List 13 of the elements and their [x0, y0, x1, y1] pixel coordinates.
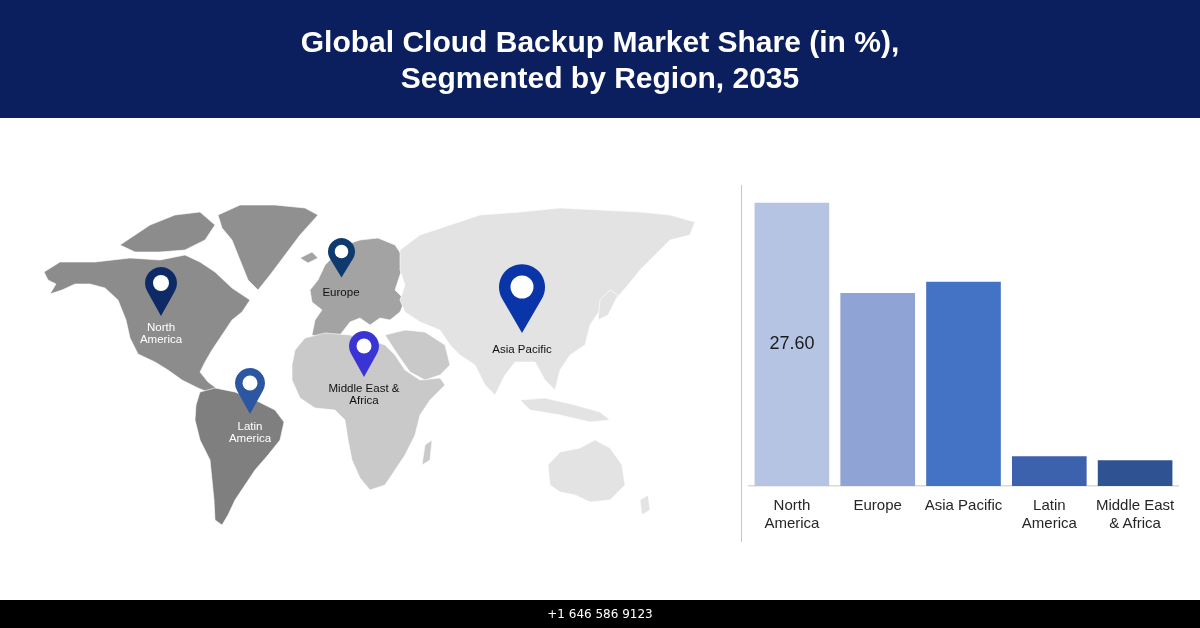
category-label: Middle East & Africa: [328, 382, 400, 406]
data-label: 27.60: [769, 333, 815, 354]
x-tick-label: Asia Pacific: [924, 496, 1003, 514]
category-label: Europe: [322, 286, 360, 298]
x-tick-label: North America: [764, 496, 821, 532]
x-tick-label: Europe: [853, 496, 902, 514]
category-label: Asia Pacific: [492, 343, 552, 355]
x-tick-label: Latin America: [1021, 496, 1078, 532]
x-tick-label: Middle East & Africa: [1095, 496, 1176, 532]
chart-title: Global Cloud Backup Market Share (in %), Segmented by Region, 2035: [299, 24, 901, 96]
category-label: Latin America: [228, 420, 272, 444]
category-label: North America: [139, 321, 183, 345]
text: +1 646 586 9123: [547, 607, 653, 621]
